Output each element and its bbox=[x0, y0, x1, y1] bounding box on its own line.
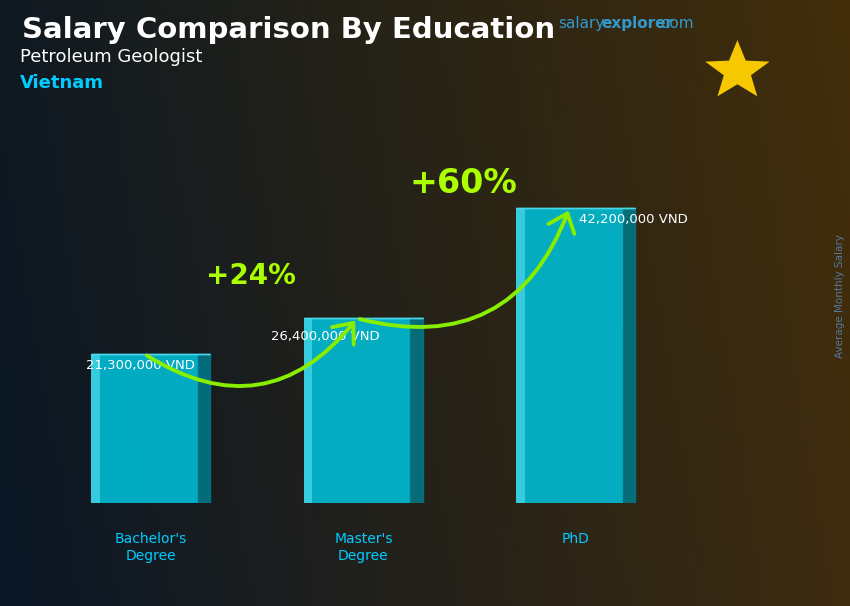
Bar bbox=[91, 354, 100, 503]
Bar bbox=[304, 318, 411, 503]
Polygon shape bbox=[706, 40, 769, 96]
Text: 21,300,000 VND: 21,300,000 VND bbox=[86, 359, 195, 373]
Text: +60%: +60% bbox=[410, 167, 517, 199]
Bar bbox=[91, 354, 198, 503]
Text: 26,400,000 VND: 26,400,000 VND bbox=[271, 330, 379, 344]
Text: salary: salary bbox=[558, 16, 604, 31]
Text: Master's
Degree: Master's Degree bbox=[334, 532, 393, 562]
Text: Salary Comparison By Education: Salary Comparison By Education bbox=[22, 16, 555, 44]
Text: PhD: PhD bbox=[562, 532, 590, 547]
Text: .com: .com bbox=[656, 16, 694, 31]
Polygon shape bbox=[622, 208, 636, 503]
Polygon shape bbox=[411, 318, 423, 503]
Text: +24%: +24% bbox=[206, 262, 296, 290]
Polygon shape bbox=[197, 354, 210, 503]
Text: 42,200,000 VND: 42,200,000 VND bbox=[579, 213, 688, 226]
Bar bbox=[517, 208, 622, 503]
Bar bbox=[304, 318, 313, 503]
Text: Petroleum Geologist: Petroleum Geologist bbox=[20, 48, 202, 66]
Bar bbox=[517, 208, 525, 503]
Text: Average Monthly Salary: Average Monthly Salary bbox=[835, 234, 845, 358]
Text: explorer: explorer bbox=[601, 16, 673, 31]
Text: Vietnam: Vietnam bbox=[20, 74, 104, 92]
Text: Bachelor's
Degree: Bachelor's Degree bbox=[115, 532, 187, 562]
